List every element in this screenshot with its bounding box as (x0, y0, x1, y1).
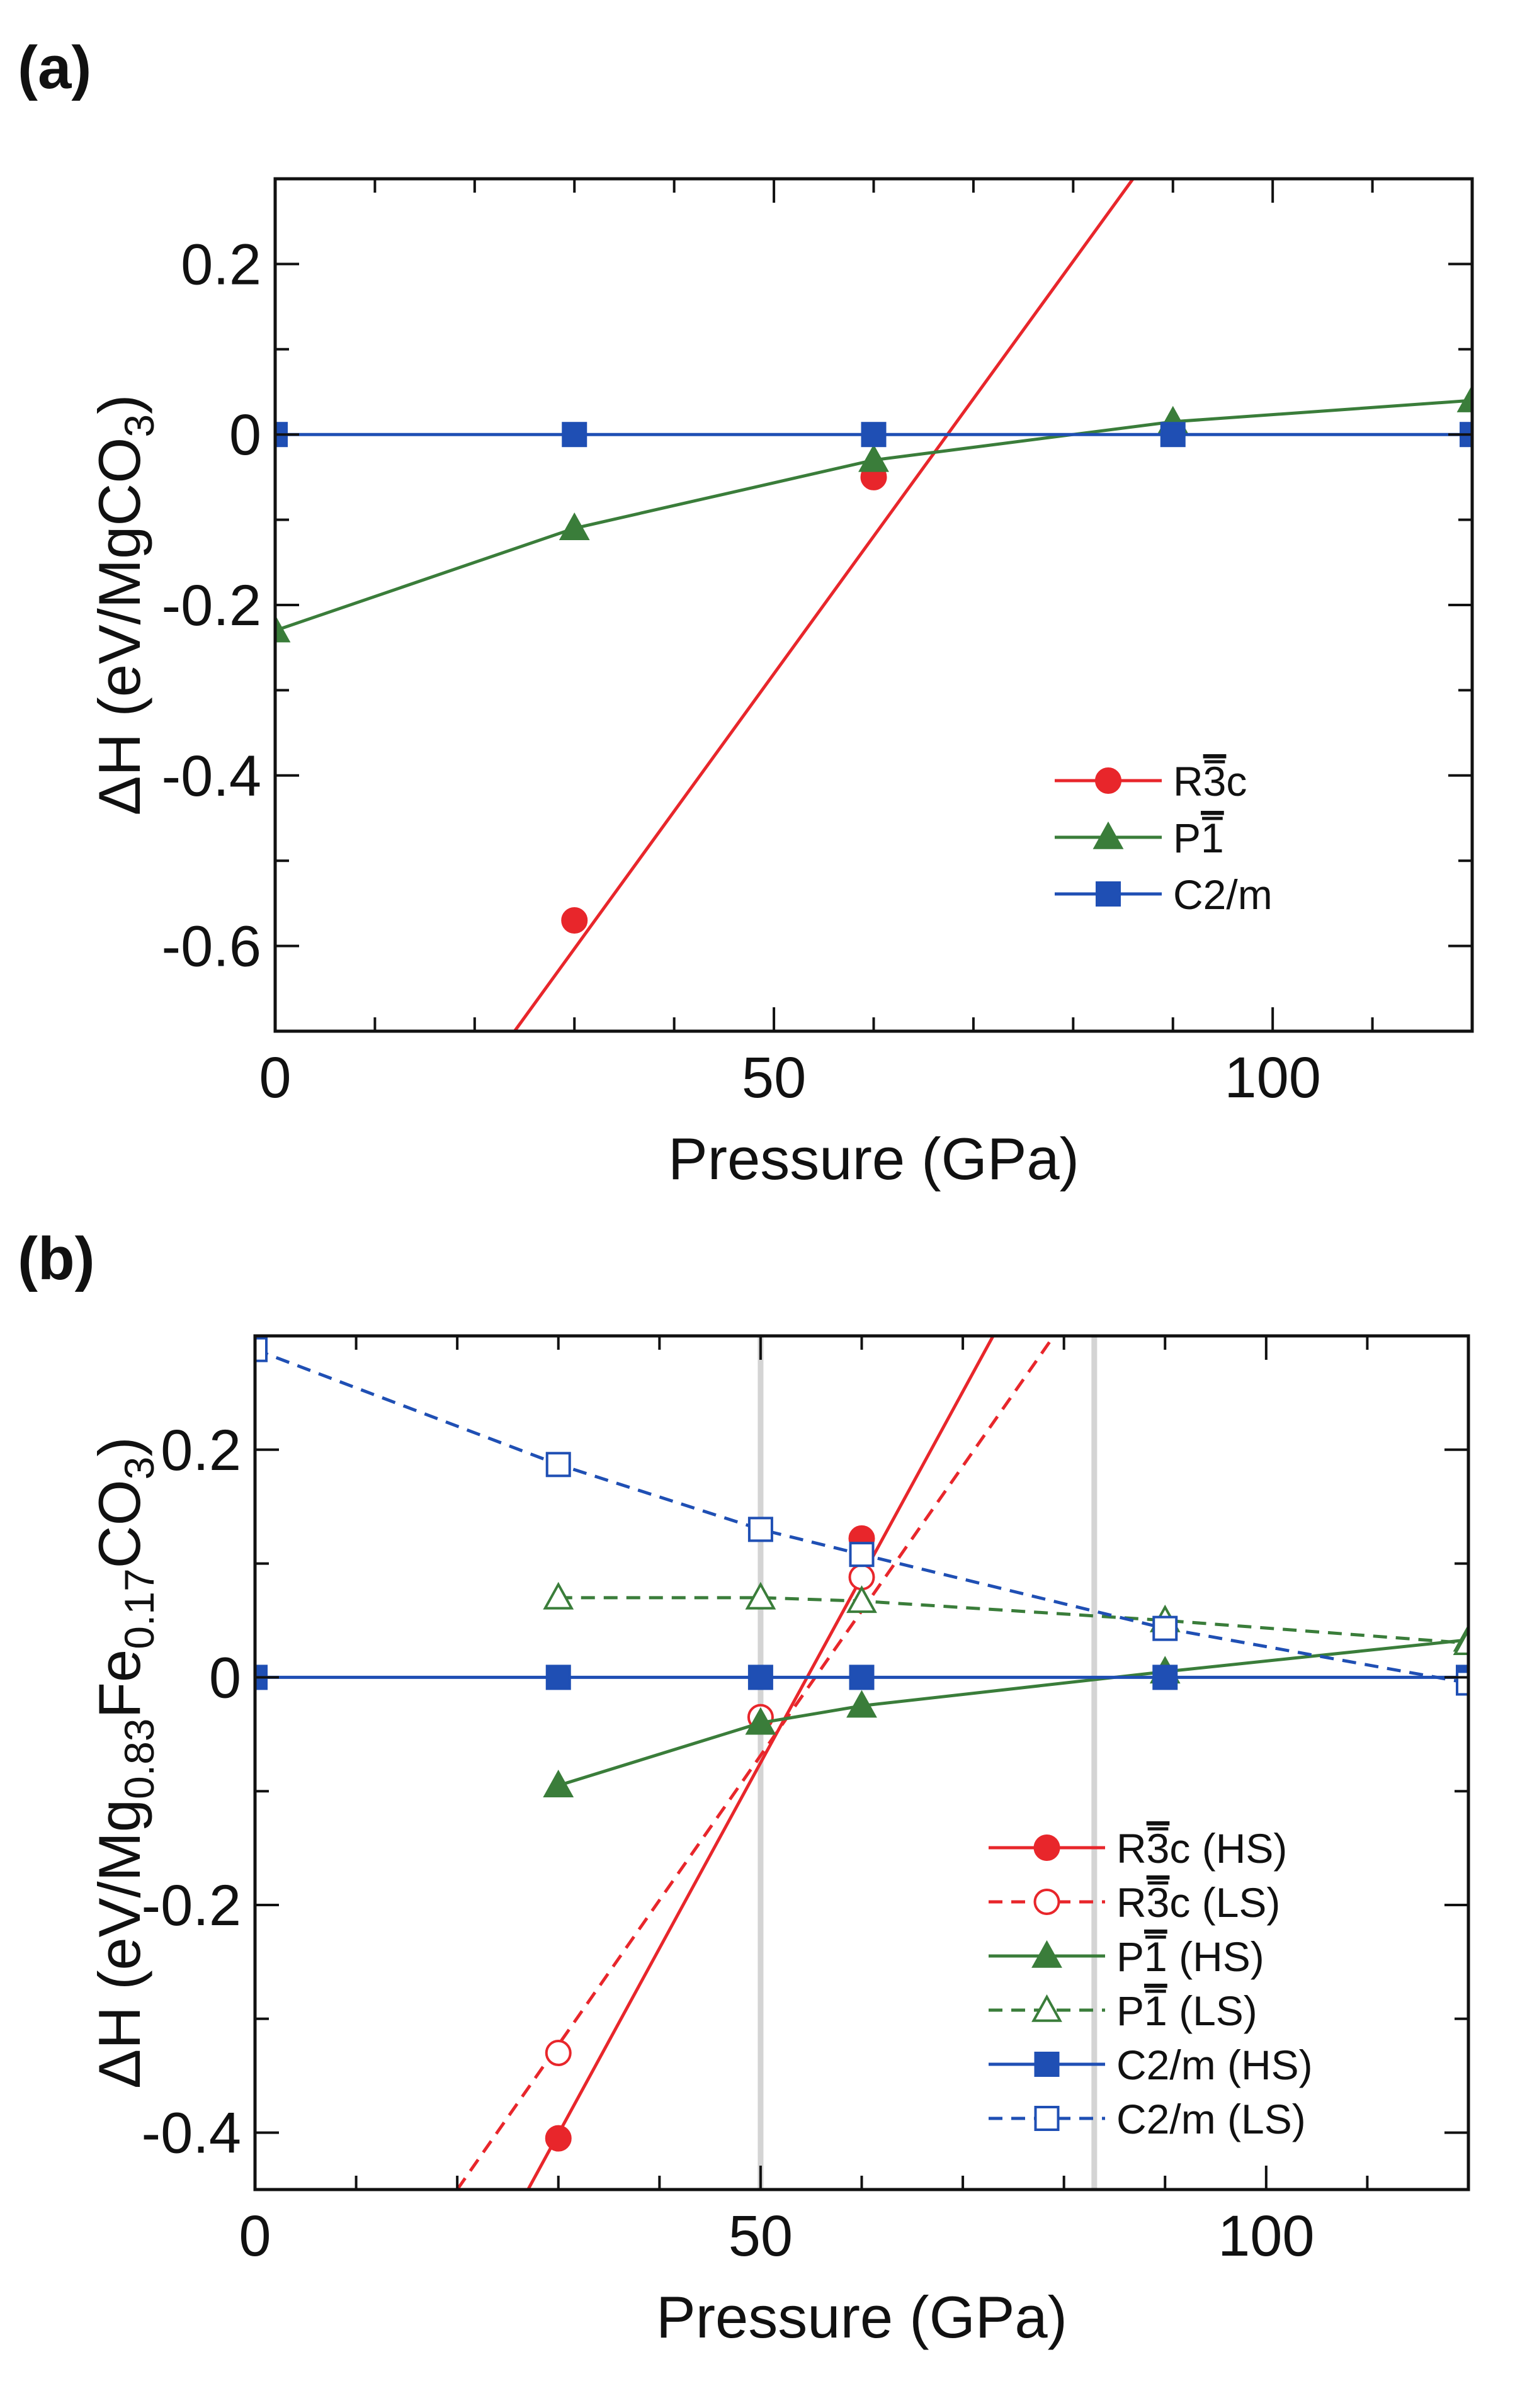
data-point (858, 444, 889, 472)
x-tick-label: 50 (742, 1046, 806, 1110)
panel-b-legend: R3c (HS) R3c (LS) P1 (HS) P1 (LS) C2/m (HS) C… (989, 1825, 1313, 2142)
data-point (545, 2125, 572, 2152)
legend-label: P1 (LS) (1116, 1987, 1257, 2034)
legend-label: P1 (1173, 815, 1224, 861)
series-r3c (513, 179, 1135, 1031)
y-tick-label: 0.2 (161, 1418, 241, 1483)
y-tick-label: -0.2 (141, 1874, 241, 1938)
data-point (849, 1542, 875, 1568)
panel-a-label: (a) (18, 34, 91, 101)
legend-entry: R3c (LS) (989, 1879, 1280, 1926)
panel-a-legend: R3c P1 C2/m (1055, 758, 1273, 918)
y-tick-label: 0 (209, 1646, 241, 1710)
legend-entry: R3c (HS) (989, 1825, 1287, 1872)
y-tick-label: 0 (229, 403, 261, 467)
x-tick-label: 100 (1218, 2204, 1315, 2268)
legend-entry: P1 (HS) (989, 1933, 1264, 1980)
data-point (745, 1707, 776, 1735)
series-r3c-hs- (526, 1336, 995, 2190)
series-fit-line (526, 1336, 995, 2190)
legend-label: R3c (1173, 758, 1247, 805)
data-point (543, 1581, 574, 1610)
series-r3c-ls- (456, 1336, 1055, 2190)
legend-entry: C2/m (1055, 871, 1273, 918)
panel-b: (b) 0 50 100 0.2 0 -0.2 -0.4 Pressure (GPa) ΔH… (18, 1225, 1470, 2350)
series-fit-line (456, 1336, 1055, 2190)
panel-a-x-axis-title: Pressure (GPa) (668, 1126, 1079, 1192)
x-tick-label: 0 (239, 2204, 271, 2268)
data-point (559, 512, 590, 540)
data-point (747, 1517, 773, 1542)
data-point (846, 1690, 877, 1718)
data-point (255, 1337, 268, 1362)
legend-marker (1034, 2106, 1060, 2131)
series-c2-m (275, 422, 1472, 448)
series-c2-m-ls- (255, 1337, 1468, 1696)
series-p1-hs- (543, 1624, 1468, 1797)
data-point (1152, 1615, 1178, 1641)
data-point (562, 422, 587, 448)
series-line (558, 1638, 1468, 1787)
legend-marker (1033, 1889, 1060, 1915)
legend-entry: P1 (LS) (989, 1987, 1257, 2034)
legend-label: R3c (HS) (1116, 1825, 1287, 1872)
panel-b-y-axis-title: ΔH (eV/Mg0.83Fe0.17CO3) (86, 1437, 162, 2088)
legend-label: P1 (HS) (1116, 1933, 1264, 1980)
data-point (275, 614, 291, 643)
data-point (1160, 422, 1186, 448)
series-fit-line (513, 179, 1135, 1031)
legend-marker (1031, 1994, 1062, 2022)
legend-entry: C2/m (HS) (989, 2042, 1313, 2088)
legend-label: C2/m (HS) (1116, 2042, 1313, 2088)
y-tick-label: -0.4 (161, 744, 261, 808)
data-point (1453, 1627, 1468, 1655)
panel-b-x-axis-title: Pressure (GPa) (656, 2284, 1067, 2350)
legend-label: C2/m (LS) (1116, 2096, 1306, 2142)
x-tick-label: 50 (729, 2204, 793, 2268)
x-tick-label: 100 (1224, 1046, 1321, 1110)
legend-marker (1034, 2052, 1060, 2077)
data-point (849, 1665, 875, 1690)
legend-marker (1033, 1834, 1060, 1861)
data-point (745, 1581, 776, 1610)
data-point (1152, 1665, 1178, 1690)
legend-entry: R3c (1055, 758, 1247, 805)
panel-b-label: (b) (18, 1225, 95, 1292)
legend-marker (1031, 1940, 1062, 1968)
data-point (543, 1770, 574, 1797)
panel-a: (a) 0 50 100 0.2 0 -0.2 -0.4 -0.6 Pressure (GPa… (18, 34, 1474, 1192)
y-tick-label: 0.2 (181, 232, 261, 297)
panel-a-frame (273, 177, 1474, 1033)
data-point (861, 422, 887, 448)
data-point (846, 1585, 877, 1614)
series-c2-m-hs- (255, 1665, 1468, 1690)
legend-label: R3c (LS) (1116, 1879, 1280, 1926)
data-point (545, 1452, 571, 1478)
legend-marker (1095, 767, 1121, 794)
y-tick-label: -0.4 (141, 2101, 241, 2166)
panel-a-y-axis-title: ΔH (eV/MgCO3) (86, 395, 162, 816)
data-point (545, 2040, 572, 2067)
x-tick-label: 0 (259, 1046, 291, 1110)
legend-marker (1092, 821, 1124, 849)
y-tick-label: -0.2 (161, 574, 261, 638)
data-point (545, 1665, 571, 1690)
series-line (255, 1348, 1468, 1685)
series-line (558, 1596, 1468, 1645)
legend-entry: C2/m (LS) (989, 2096, 1306, 2142)
legend-marker (1096, 881, 1121, 907)
series-p1-ls- (543, 1581, 1468, 1655)
legend-label: C2/m (1173, 871, 1273, 918)
legend-entry: P1 (1055, 815, 1224, 861)
y-tick-label: -0.6 (161, 915, 261, 979)
data-point (1456, 384, 1472, 412)
data-point (561, 907, 588, 934)
data-point (747, 1665, 773, 1690)
